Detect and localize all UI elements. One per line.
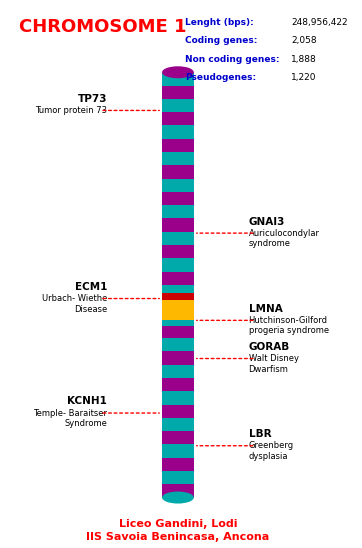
- Bar: [162, 112, 194, 125]
- Text: LMNA: LMNA: [249, 304, 282, 314]
- Text: Coding genes:: Coding genes:: [185, 36, 257, 45]
- Bar: [162, 321, 194, 326]
- Text: KCNH1: KCNH1: [67, 397, 107, 407]
- Bar: [162, 139, 194, 152]
- Bar: [162, 245, 194, 258]
- Bar: [162, 85, 194, 99]
- Bar: [162, 471, 194, 484]
- Bar: [162, 232, 194, 245]
- Text: LBR: LBR: [249, 429, 271, 439]
- Bar: [162, 458, 194, 471]
- Bar: [162, 484, 194, 498]
- Text: Liceo Gandini, Lodi: Liceo Gandini, Lodi: [119, 519, 237, 529]
- Text: Pseudogenes:: Pseudogenes:: [185, 73, 256, 82]
- Ellipse shape: [162, 66, 194, 78]
- Bar: [162, 293, 194, 300]
- Bar: [162, 152, 194, 165]
- Text: 248,956,422: 248,956,422: [291, 18, 348, 27]
- Bar: [162, 351, 194, 364]
- Text: 2,058: 2,058: [291, 36, 316, 45]
- Bar: [162, 219, 194, 232]
- Bar: [162, 205, 194, 219]
- Bar: [162, 391, 194, 404]
- Text: Lenght (bps):: Lenght (bps):: [185, 18, 254, 27]
- Bar: [162, 444, 194, 458]
- Text: Tumor protein 73: Tumor protein 73: [35, 106, 107, 115]
- Text: GORAB: GORAB: [249, 342, 290, 352]
- Text: IIS Savoia Benincasa, Ancona: IIS Savoia Benincasa, Ancona: [86, 532, 270, 543]
- Bar: [162, 285, 194, 298]
- Bar: [162, 165, 194, 179]
- Bar: [162, 179, 194, 192]
- Bar: [162, 418, 194, 431]
- Text: Hutchinson-Gilford
progeria syndrome: Hutchinson-Gilford progeria syndrome: [249, 316, 329, 335]
- Text: Walt Disney
Dwarfism: Walt Disney Dwarfism: [249, 354, 299, 374]
- Ellipse shape: [162, 492, 194, 504]
- Bar: [162, 258, 194, 272]
- Text: 1,220: 1,220: [291, 73, 316, 82]
- Bar: [162, 99, 194, 112]
- Bar: [162, 300, 194, 321]
- Bar: [162, 378, 194, 391]
- Bar: [162, 364, 194, 378]
- Bar: [162, 72, 194, 85]
- Text: Urbach- Wiethe
Disease: Urbach- Wiethe Disease: [42, 294, 107, 313]
- Bar: [162, 272, 194, 285]
- Text: ECM1: ECM1: [75, 282, 107, 292]
- Bar: [162, 125, 194, 139]
- Text: Non coding genes:: Non coding genes:: [185, 55, 279, 64]
- Text: CHROMOSOME 1: CHROMOSOME 1: [19, 18, 186, 36]
- Bar: [162, 431, 194, 444]
- Text: Auriculocondylar
syndrome: Auriculocondylar syndrome: [249, 229, 320, 248]
- Bar: [162, 404, 194, 418]
- Bar: [162, 325, 194, 338]
- Text: Greenberg
dysplasia: Greenberg dysplasia: [249, 441, 294, 461]
- Text: GNAI3: GNAI3: [249, 216, 285, 226]
- Bar: [162, 338, 194, 351]
- Text: TP73: TP73: [78, 94, 107, 104]
- Text: Temple- Baraitser
Syndrome: Temple- Baraitser Syndrome: [33, 409, 107, 428]
- Text: 1,888: 1,888: [291, 55, 317, 64]
- Bar: [162, 192, 194, 205]
